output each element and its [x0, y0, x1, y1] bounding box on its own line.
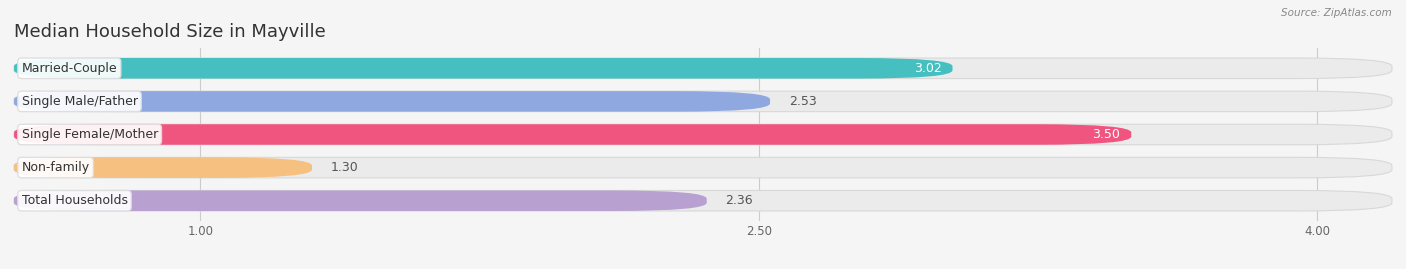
Text: 2.36: 2.36	[725, 194, 754, 207]
FancyBboxPatch shape	[14, 124, 1132, 145]
Text: Single Female/Mother: Single Female/Mother	[21, 128, 157, 141]
Text: Non-family: Non-family	[21, 161, 90, 174]
Text: 3.50: 3.50	[1092, 128, 1121, 141]
FancyBboxPatch shape	[14, 157, 1392, 178]
Text: Married-Couple: Married-Couple	[21, 62, 117, 75]
Text: 3.02: 3.02	[914, 62, 942, 75]
Text: 1.30: 1.30	[330, 161, 359, 174]
Text: 2.53: 2.53	[789, 95, 817, 108]
FancyBboxPatch shape	[14, 190, 1392, 211]
FancyBboxPatch shape	[14, 58, 952, 79]
Text: Single Male/Father: Single Male/Father	[21, 95, 138, 108]
FancyBboxPatch shape	[14, 124, 1392, 145]
Text: Source: ZipAtlas.com: Source: ZipAtlas.com	[1281, 8, 1392, 18]
FancyBboxPatch shape	[14, 91, 770, 112]
FancyBboxPatch shape	[14, 157, 312, 178]
Text: Median Household Size in Mayville: Median Household Size in Mayville	[14, 23, 326, 41]
Text: Total Households: Total Households	[21, 194, 128, 207]
FancyBboxPatch shape	[14, 190, 707, 211]
FancyBboxPatch shape	[14, 58, 1392, 79]
FancyBboxPatch shape	[14, 91, 1392, 112]
